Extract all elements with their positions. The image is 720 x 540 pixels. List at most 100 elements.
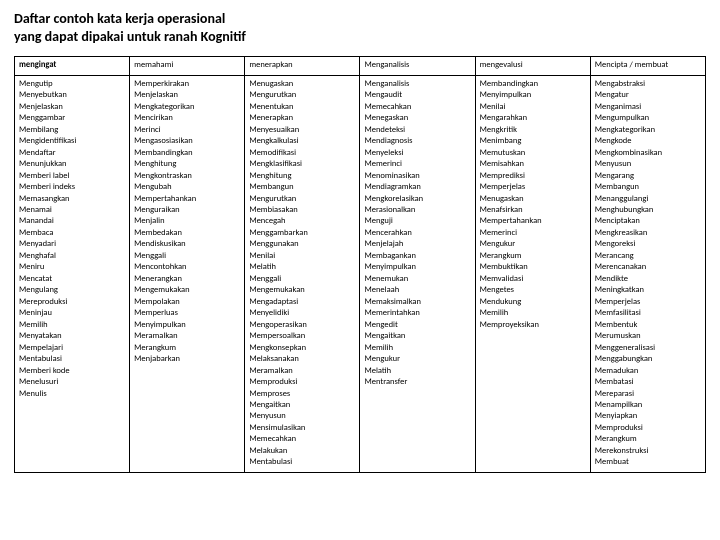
word-item: Membuat (595, 457, 701, 468)
word-item: Menjelaskan (134, 90, 240, 101)
word-item: Memproyeksikan (480, 320, 586, 331)
word-item: Mengkategorikan (134, 102, 240, 113)
word-item: Memecahkan (249, 434, 355, 445)
word-item: Menggabungkan (595, 354, 701, 365)
col-header-5: Mencipta / membuat (590, 57, 705, 75)
word-item: Mendaftar (19, 148, 125, 159)
word-item: Mendeteksi (364, 125, 470, 136)
word-item: Mengatur (595, 90, 701, 101)
word-item: Mensimulasikan (249, 423, 355, 434)
cell-0: MengutipMenyebutkanMenjelaskanMenggambar… (15, 75, 130, 472)
word-item: Menghubungkan (595, 205, 701, 216)
word-item: Memisahkan (480, 159, 586, 170)
word-item: Menyebutkan (19, 90, 125, 101)
word-item: Membagankan (364, 251, 470, 262)
word-item: Menghitung (249, 171, 355, 182)
word-item: Mereparasi (595, 389, 701, 400)
word-item: Melatih (249, 262, 355, 273)
word-item: Mengutip (19, 79, 125, 90)
word-item: Memasangkan (19, 194, 125, 205)
word-item: Menelaah (364, 285, 470, 296)
word-item: Mempertahankan (134, 194, 240, 205)
word-item: Mempelajari (19, 343, 125, 354)
word-item: Mencontohkan (134, 262, 240, 273)
col-header-2: menerapkan (245, 57, 360, 75)
word-item: Membangun (249, 182, 355, 193)
word-item: Memerinci (480, 228, 586, 239)
word-item: Menyiapkan (595, 411, 701, 422)
word-item: Menegaskan (364, 113, 470, 124)
word-item: Mengkontraskan (134, 171, 240, 182)
word-item: Meningkatkan (595, 285, 701, 296)
word-item: Memilih (364, 343, 470, 354)
word-item: Membedakan (134, 228, 240, 239)
word-item: Merencanakan (595, 262, 701, 273)
word-item: Mengkombinasikan (595, 148, 701, 159)
word-item: Memproduksi (595, 423, 701, 434)
word-item: Merinci (134, 125, 240, 136)
word-item: Mengumpulkan (595, 113, 701, 124)
word-item: Mempersoalkan (249, 331, 355, 342)
word-item: Memilih (19, 320, 125, 331)
col-header-3: Menganalisis (360, 57, 475, 75)
word-item: Membilang (19, 125, 125, 136)
word-item: Memberi kode (19, 366, 125, 377)
word-item: Menimbang (480, 136, 586, 147)
col-header-0: mengingat (15, 57, 130, 75)
word-item: Mengukur (364, 354, 470, 365)
col-header-1: memahami (130, 57, 245, 75)
word-item: Memperjelas (480, 182, 586, 193)
col-header-4: mengevalusi (475, 57, 590, 75)
word-item: Mengukur (480, 239, 586, 250)
word-item: Mengkode (595, 136, 701, 147)
word-item: Mentransfer (364, 377, 470, 388)
word-item: Mengkritik (480, 125, 586, 136)
word-item: Memerinci (364, 159, 470, 170)
verbs-table: mengingat memahami menerapkan Menganalis… (14, 56, 706, 472)
word-item: Menyatakan (19, 331, 125, 342)
word-item: Menyadari (19, 239, 125, 250)
word-item: Memprediksi (480, 171, 586, 182)
word-item: Memadukan (595, 366, 701, 377)
word-item: Mengkonsepkan (249, 343, 355, 354)
word-item: Mengaitkan (364, 331, 470, 342)
word-item: Membaca (19, 228, 125, 239)
word-item: Mengetes (480, 285, 586, 296)
word-item: Membangun (595, 182, 701, 193)
word-item: Menominasikan (364, 171, 470, 182)
word-item: Mengarahkan (480, 113, 586, 124)
page-title: Daftar contoh kata kerja operasional yan… (14, 10, 706, 46)
word-item: Merangkum (595, 434, 701, 445)
word-item: Mendiagramkan (364, 182, 470, 193)
word-item: Mendiagnosis (364, 136, 470, 147)
cell-5: MengabstraksiMengaturMenganimasiMengumpu… (590, 75, 705, 472)
word-item: Memperluas (134, 308, 240, 319)
word-item: Mengkalkulasi (249, 136, 355, 147)
word-item: Melatih (364, 366, 470, 377)
word-item: Meniru (19, 262, 125, 273)
cell-2: MenugaskanMengurutkanMenentukanMenerapka… (245, 75, 360, 472)
word-item: Mereproduksi (19, 297, 125, 308)
word-item: Membiasakan (249, 205, 355, 216)
word-item: Mengklasifikasi (249, 159, 355, 170)
word-item: Mentabulasi (19, 354, 125, 365)
cell-1: MemperkirakanMenjelaskanMengkategorikanM… (130, 75, 245, 472)
word-item: Menjelajah (364, 239, 470, 250)
word-item: Mempertahankan (480, 216, 586, 227)
word-item: Mengidentifikasi (19, 136, 125, 147)
word-item: Mengaudit (364, 90, 470, 101)
word-item: Memodifikasi (249, 148, 355, 159)
word-item: Menguji (364, 216, 470, 227)
word-item: Menulis (19, 389, 125, 400)
word-item: Mengurutkan (249, 194, 355, 205)
word-item: Menugaskan (480, 194, 586, 205)
word-item: Menafsirkan (480, 205, 586, 216)
word-item: Memerintahkan (364, 308, 470, 319)
word-item: Menampilkan (595, 400, 701, 411)
word-item: Menanggulangi (595, 194, 701, 205)
word-item: Mengkreasikan (595, 228, 701, 239)
word-item: Memecahkan (364, 102, 470, 113)
word-item: Menghitung (134, 159, 240, 170)
word-item: Menghafal (19, 251, 125, 262)
word-item: Mentabulasi (249, 457, 355, 468)
